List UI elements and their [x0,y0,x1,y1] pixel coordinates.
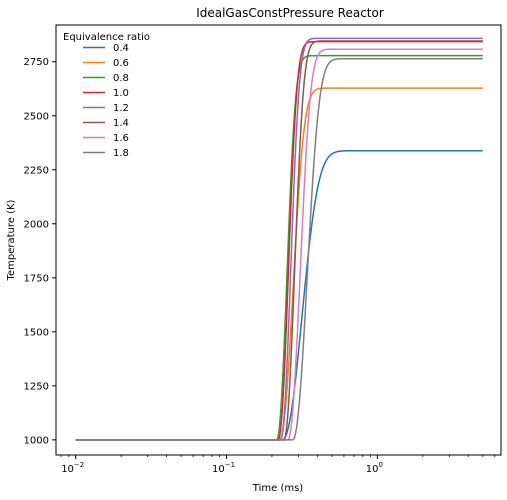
legend: Equivalence ratio 0.4 0.6 0.8 1.0 1.2 1.4 1.6 1… [63,32,150,159]
legend-entry: 1.4 [113,118,129,129]
x-tick-label: 10−1 [212,461,235,475]
x-axis-label: Time (ms) [252,483,304,494]
legend-entry: 0.8 [113,73,129,84]
legend-title: Equivalence ratio [63,32,150,43]
y-axis-ticks: 1000 1250 1500 1750 2000 2250 2500 2750 [24,57,56,446]
x-tick-label: 100 [366,461,383,475]
x-tick-exponent: −1 [225,461,235,469]
x-tick-exponent: −2 [74,461,84,469]
y-tick-label: 1250 [24,381,49,392]
x-tick-exponent: 0 [379,461,383,469]
x-tick-base: 10 [61,464,74,475]
legend-entry: 1.0 [113,88,129,99]
x-tick-label: 10−2 [61,461,84,475]
series-line [75,57,483,441]
y-axis-label: Temperature (K) [6,199,17,281]
y-tick-label: 1500 [24,327,49,338]
x-tick-base: 10 [212,464,225,475]
legend-entry: 1.8 [113,148,129,159]
legend-entry: 0.6 [113,58,129,69]
series-line [75,40,483,441]
plot-frame [55,24,502,456]
legend-entry: 0.4 [113,43,129,54]
legend-items: 0.4 0.6 0.8 1.0 1.2 1.4 1.6 1.8 [83,43,129,159]
chart-title: IdealGasConstPressure Reactor [196,6,384,20]
y-tick-label: 1000 [24,435,49,446]
legend-entry: 1.6 [113,133,129,144]
y-tick-label: 2500 [24,111,49,122]
series-line [75,40,483,441]
y-tick-label: 1750 [24,273,49,284]
x-axis-ticks: 10−2 10−1 100 [60,455,496,475]
y-tick-label: 2750 [24,57,49,68]
series-line [75,37,483,441]
legend-entry: 1.2 [113,103,129,114]
y-tick-label: 2250 [24,165,49,176]
x-tick-base: 10 [366,464,379,475]
y-tick-label: 2000 [24,219,49,230]
series-line [75,87,483,441]
series-line [75,48,483,441]
series-line [75,150,483,441]
series-line [75,54,483,441]
series-lines [75,37,483,441]
